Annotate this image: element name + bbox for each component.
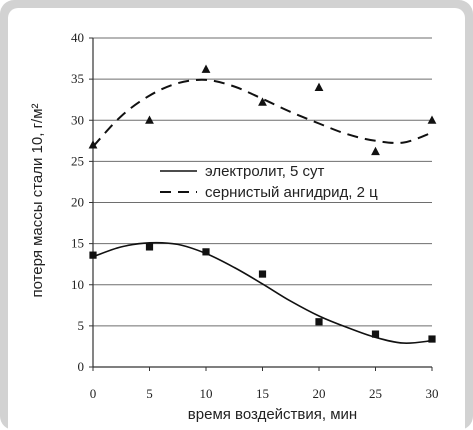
y-tick-label-25: 25 xyxy=(71,153,84,168)
y-tick-label-20: 20 xyxy=(71,195,84,210)
marker-sulfur-dioxide-5 xyxy=(371,146,380,156)
y-tick-label-15: 15 xyxy=(71,236,84,251)
marker-sulfur-dioxide-2 xyxy=(201,64,211,73)
x-tick-label-15: 15 xyxy=(256,386,269,401)
y-tick-label-0: 0 xyxy=(78,359,85,374)
axes xyxy=(89,37,433,371)
legend: электролит, 5 сут сернистый ангидрид, 2 … xyxy=(160,163,378,201)
gridlines xyxy=(93,37,432,327)
x-tick-label-0: 0 xyxy=(90,386,97,401)
legend-label-sulfur-dioxide: сернистый ангидрид, 2 ц xyxy=(205,184,378,201)
x-tick-label-10: 10 xyxy=(200,386,213,401)
trend-line-sulfur-dioxide xyxy=(92,78,433,148)
marker-electrolyte-1 xyxy=(145,243,154,251)
x-tick-label-25: 25 xyxy=(369,386,382,401)
marker-sulfur-dioxide-6 xyxy=(427,115,437,124)
marker-electrolyte-2 xyxy=(202,248,210,256)
y-tick-labels: 0 5 10 15 20 25 30 35 40 xyxy=(71,30,84,374)
chart-panel xyxy=(8,8,465,430)
marker-electrolyte-6 xyxy=(428,335,436,343)
marker-electrolyte-0 xyxy=(89,251,97,259)
trend-line-electrolyte xyxy=(92,241,433,344)
x-axis-title: время воздействия, мин xyxy=(188,406,357,423)
y-tick-label-5: 5 xyxy=(78,318,85,333)
y-tick-label-30: 30 xyxy=(71,112,84,127)
data-markers xyxy=(88,64,437,343)
y-tick-label-40: 40 xyxy=(71,30,84,45)
y-tick-label-35: 35 xyxy=(71,71,84,86)
marker-electrolyte-5 xyxy=(371,330,380,338)
marker-electrolyte-3 xyxy=(258,270,267,278)
marker-sulfur-dioxide-4 xyxy=(314,82,324,91)
marker-electrolyte-4 xyxy=(315,318,323,326)
legend-label-electrolyte: электролит, 5 сут xyxy=(205,163,325,180)
x-tick-labels: 0 5 10 15 20 25 30 xyxy=(90,386,439,401)
marker-sulfur-dioxide-0 xyxy=(88,140,98,149)
y-tick-label-10: 10 xyxy=(71,277,84,292)
x-tick-label-20: 20 xyxy=(313,386,326,401)
x-tick-label-5: 5 xyxy=(146,386,153,401)
y-axis-title: потеря массы стали 10, г/м² xyxy=(29,103,46,297)
x-tick-label-30: 30 xyxy=(426,386,439,401)
marker-sulfur-dioxide-1 xyxy=(145,115,154,124)
trend-lines xyxy=(92,78,433,344)
marker-sulfur-dioxide-3 xyxy=(258,97,267,106)
